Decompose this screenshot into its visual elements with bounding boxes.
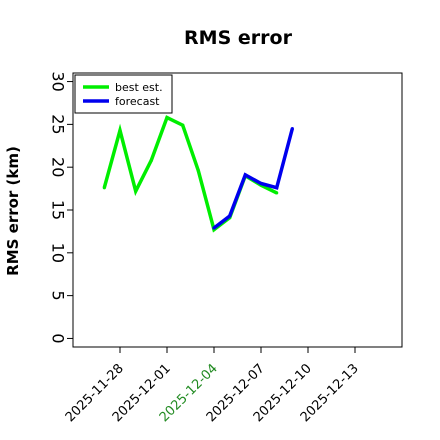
data-point — [228, 214, 232, 218]
series-line-best-est — [102, 115, 278, 233]
data-point — [212, 226, 216, 230]
plot-frame — [72, 72, 403, 348]
data-point — [290, 127, 294, 131]
legend-label: forecast — [115, 95, 160, 108]
data-point — [275, 186, 279, 190]
data-point — [165, 115, 169, 120]
data-point — [149, 158, 153, 162]
y-tick-label: 0 — [49, 333, 68, 343]
y-tick-label: 30 — [49, 71, 68, 91]
legend-box — [74, 74, 173, 114]
data-point — [181, 123, 185, 127]
data-point — [102, 186, 106, 190]
y-tick-label: 20 — [49, 157, 68, 177]
series-line-forecast — [212, 128, 294, 230]
data-point — [243, 173, 247, 177]
y-tick-label: 25 — [49, 114, 68, 134]
data-point — [196, 169, 200, 173]
series-lines — [102, 115, 294, 233]
data-point — [275, 191, 279, 195]
y-tick-label: 15 — [49, 200, 68, 220]
chart-title: RMS error — [184, 27, 293, 49]
y-axis-ticks: 0 5 10 15 20 25 30 — [49, 71, 73, 344]
y-tick-label: 10 — [49, 243, 68, 263]
y-axis-label: RMS error (km) — [4, 146, 22, 276]
legend: best est.forecast — [74, 74, 173, 114]
y-tick-label: 5 — [49, 291, 68, 301]
x-axis-ticks: 2025-11-282025-12-012025-12-042025-12-07… — [63, 347, 362, 425]
data-point — [118, 128, 122, 132]
data-point — [259, 181, 263, 186]
data-point — [134, 189, 138, 193]
legend-label: best est. — [115, 81, 163, 94]
